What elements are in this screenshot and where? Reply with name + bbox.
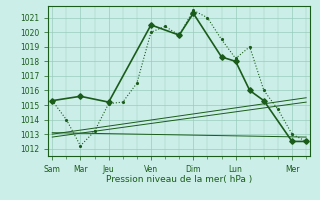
X-axis label: Pression niveau de la mer( hPa ): Pression niveau de la mer( hPa ) [106,175,252,184]
